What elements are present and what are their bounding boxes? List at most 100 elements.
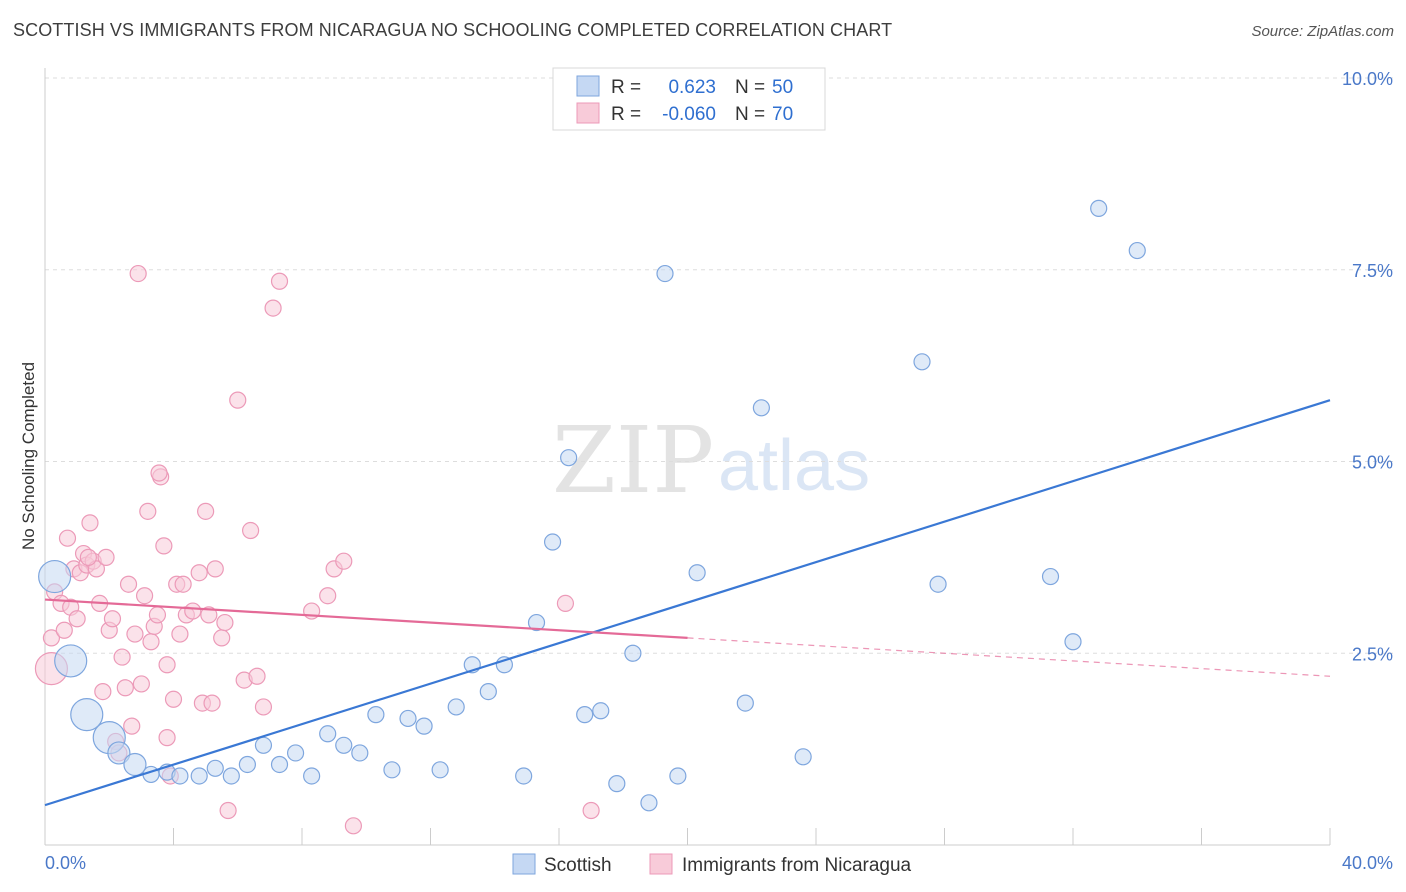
y-tick-label: 5.0% xyxy=(1352,453,1393,473)
data-point xyxy=(158,729,176,747)
data-point xyxy=(592,702,610,720)
data-point xyxy=(367,706,385,724)
data-point xyxy=(38,559,72,594)
data-point xyxy=(656,264,674,283)
data-point xyxy=(174,575,192,593)
data-point xyxy=(219,801,237,820)
data-point xyxy=(54,644,88,678)
data-point xyxy=(415,717,433,735)
nicaragua-points xyxy=(34,264,600,835)
legend-r-label-2: R = xyxy=(611,104,641,125)
data-point xyxy=(270,272,289,290)
data-point xyxy=(527,613,546,632)
data-point xyxy=(669,767,687,785)
data-point xyxy=(135,587,154,605)
chart-title: SCOTTISH VS IMMIGRANTS FROM NICARAGUA NO… xyxy=(13,20,893,40)
data-point xyxy=(248,667,266,685)
data-point xyxy=(139,502,157,520)
data-point xyxy=(254,698,273,716)
data-point xyxy=(171,625,189,643)
data-point xyxy=(1041,567,1060,586)
data-point xyxy=(335,552,353,570)
data-point xyxy=(608,775,626,793)
data-point xyxy=(1090,199,1108,217)
data-point xyxy=(142,633,160,651)
legend-n-label-1: N = xyxy=(735,77,765,98)
data-point xyxy=(335,736,353,754)
data-point xyxy=(107,741,131,765)
data-point xyxy=(123,717,141,735)
data-point xyxy=(238,755,256,774)
legend-r-value-2: -0.060 xyxy=(662,104,716,125)
data-point xyxy=(479,682,497,701)
data-point xyxy=(319,725,337,743)
data-point xyxy=(94,682,112,701)
trend-lines xyxy=(44,399,1331,807)
legend-swatch-scottish xyxy=(576,75,600,97)
data-point xyxy=(79,548,97,566)
data-point xyxy=(556,594,575,612)
data-point xyxy=(431,761,449,779)
data-point xyxy=(126,625,144,643)
trend-line-scottish xyxy=(44,399,1331,807)
data-point xyxy=(515,767,533,785)
data-point xyxy=(97,548,115,566)
data-point xyxy=(270,755,289,774)
data-point xyxy=(794,748,812,766)
series-legend: Scottish Immigrants from Nicaragua xyxy=(512,853,912,876)
watermark-zip: ZIP xyxy=(552,407,714,514)
data-point xyxy=(132,675,150,693)
data-point xyxy=(752,399,770,417)
y-tick-label: 7.5% xyxy=(1352,261,1393,281)
x-tick-label: 0.0% xyxy=(45,853,86,873)
data-point xyxy=(113,648,131,666)
legend-n-value-2: 70 xyxy=(772,104,793,125)
data-point xyxy=(216,613,234,632)
data-point xyxy=(58,529,77,547)
data-point xyxy=(158,656,176,674)
data-point xyxy=(70,698,104,732)
data-point xyxy=(447,698,465,716)
data-point xyxy=(1064,633,1082,651)
y-axis-label: No Schooling Completed xyxy=(19,362,38,550)
data-point xyxy=(148,606,167,624)
data-point xyxy=(81,514,99,532)
bottom-legend-swatch-nicaragua xyxy=(649,853,673,875)
trend-line-nicaragua xyxy=(44,598,688,640)
data-point xyxy=(213,629,231,647)
x-tick-label: 40.0% xyxy=(1342,853,1393,873)
data-point xyxy=(383,761,401,779)
data-point xyxy=(624,644,642,662)
data-point xyxy=(222,767,240,785)
legend-r-value-1: 0.623 xyxy=(668,77,716,98)
data-point xyxy=(68,610,86,628)
data-point xyxy=(582,801,600,820)
correlation-legend: R = 0.623 N = 50 R = -0.060 N = 70 xyxy=(552,67,826,131)
data-point xyxy=(164,690,183,708)
data-point xyxy=(150,464,168,482)
data-point xyxy=(640,794,658,812)
source-label: Source: ZipAtlas.com xyxy=(1251,23,1394,40)
data-point xyxy=(736,694,754,712)
legend-r-label-1: R = xyxy=(611,77,641,98)
data-point xyxy=(688,564,706,582)
data-point xyxy=(242,521,260,540)
legend-n-value-1: 50 xyxy=(772,77,793,98)
axes xyxy=(44,68,1331,846)
data-point xyxy=(576,706,594,724)
data-point xyxy=(155,537,173,555)
data-point xyxy=(171,767,189,785)
data-point xyxy=(123,752,147,777)
data-point xyxy=(913,353,931,371)
legend-n-label-2: N = xyxy=(735,104,765,125)
data-point xyxy=(286,744,305,762)
gridlines xyxy=(45,77,1393,654)
data-point xyxy=(184,602,202,620)
data-point xyxy=(399,709,417,728)
data-point xyxy=(116,679,134,697)
data-point xyxy=(200,606,218,624)
data-point xyxy=(190,564,208,582)
data-point xyxy=(190,767,208,785)
data-point xyxy=(254,736,273,754)
data-point xyxy=(129,264,147,283)
